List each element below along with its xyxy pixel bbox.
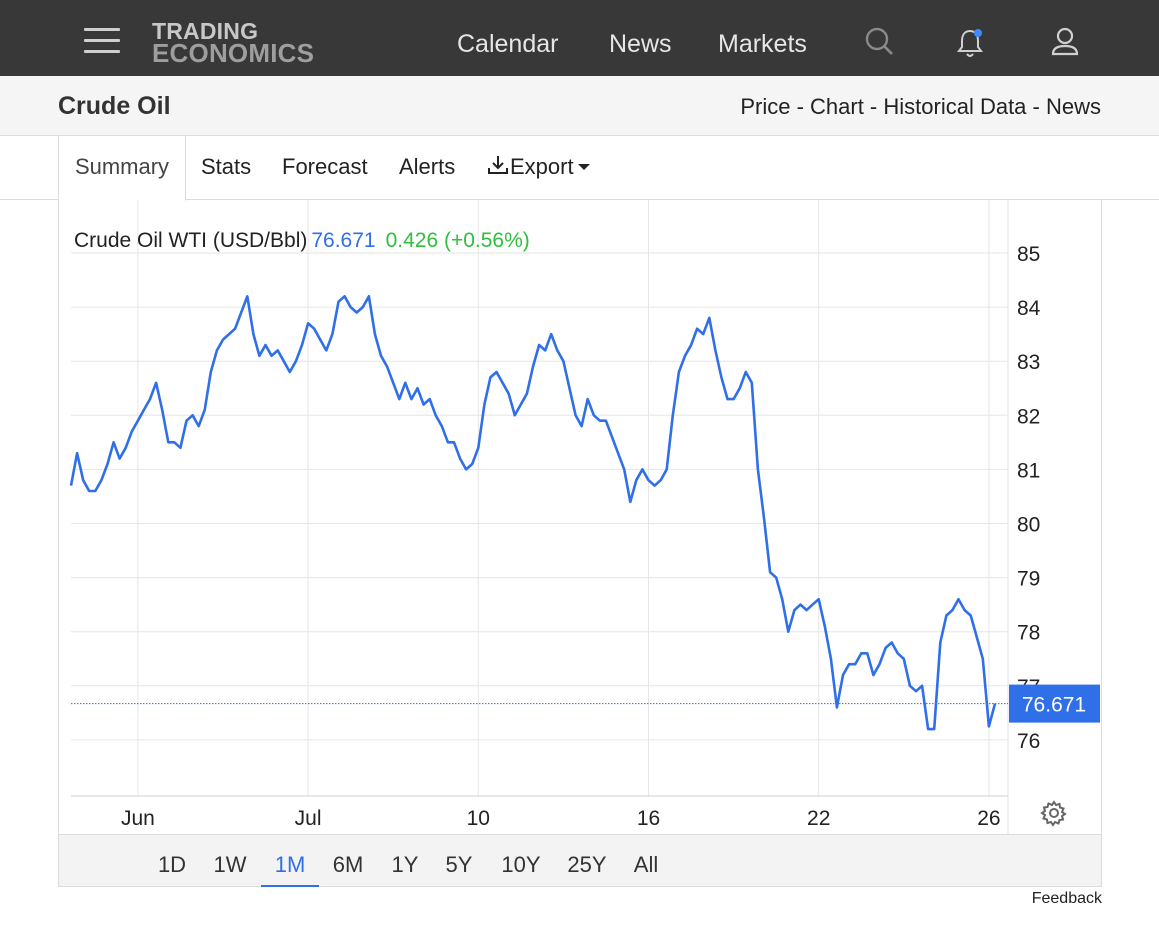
tab-stats[interactable]: Stats — [201, 154, 252, 179]
chart-tabs: Summary Stats Forecast Alerts Export — [0, 136, 1159, 201]
link-news[interactable]: News — [1045, 94, 1101, 119]
period-5y[interactable]: 5Y — [445, 852, 473, 877]
nav-markets[interactable]: Markets — [718, 30, 807, 58]
link-historical-data[interactable]: Historical Data — [883, 94, 1027, 119]
feedback-link[interactable]: Feedback — [1031, 890, 1102, 907]
link-price[interactable]: Price — [740, 94, 791, 119]
period-1w[interactable]: 1W — [213, 852, 247, 877]
period-25y[interactable]: 25Y — [567, 852, 607, 877]
nav-news[interactable]: News — [609, 30, 672, 58]
legend-price: 76.671 — [311, 229, 376, 252]
page-title: Crude Oil — [58, 92, 171, 120]
page-subheader: Crude Oil Price - Chart - Historical Dat… — [0, 76, 1159, 136]
download-icon — [488, 156, 508, 174]
hamburger-menu-icon[interactable] — [84, 26, 122, 56]
link-separator: - — [863, 94, 884, 119]
export-label: Export — [510, 154, 574, 179]
period-1m[interactable]: 1M — [261, 835, 319, 887]
tab-alerts[interactable]: Alerts — [399, 154, 456, 179]
logo-line-2: ECONOMICS — [152, 38, 315, 68]
tab-export[interactable]: Export — [486, 136, 591, 200]
period-1y[interactable]: 1Y — [391, 852, 419, 877]
section-links: Price - Chart - Historical Data - News — [740, 94, 1101, 120]
period-1d[interactable]: 1D — [157, 852, 187, 877]
chart-panel — [58, 200, 1102, 887]
search-icon[interactable] — [863, 26, 895, 58]
logo-line-1: TRADING — [152, 18, 259, 44]
tab-summary[interactable]: Summary — [58, 136, 186, 201]
period-10y[interactable]: 10Y — [501, 852, 541, 877]
chart-legend: Crude Oil WTI (USD/Bbl) 76.671 0.426 (+0.5… — [74, 229, 530, 253]
period-6m[interactable]: 6M — [332, 852, 364, 877]
nav-calendar[interactable]: Calendar — [457, 30, 559, 58]
caret-down-icon — [577, 164, 590, 170]
site-logo[interactable]: TRADING ECONOMICS — [152, 18, 315, 68]
tab-forecast[interactable]: Forecast — [282, 154, 368, 179]
legend-instrument-name: Crude Oil WTI (USD/Bbl) — [74, 229, 308, 252]
period-all[interactable]: All — [633, 852, 659, 877]
link-chart[interactable]: Chart — [810, 94, 864, 119]
notification-bell-icon[interactable] — [955, 26, 987, 58]
period-selector: 1D 1W 1M 6M 1Y 5Y 10Y 25Y All — [59, 834, 1101, 887]
user-account-icon[interactable] — [1050, 26, 1082, 58]
link-separator: - — [1026, 94, 1046, 119]
top-navigation-bar: TRADING ECONOMICS Calendar News Markets — [0, 0, 1159, 76]
gear-icon[interactable] — [1040, 799, 1068, 827]
link-separator: - — [790, 94, 811, 119]
legend-change: 0.426 (+0.56%) — [385, 229, 530, 252]
